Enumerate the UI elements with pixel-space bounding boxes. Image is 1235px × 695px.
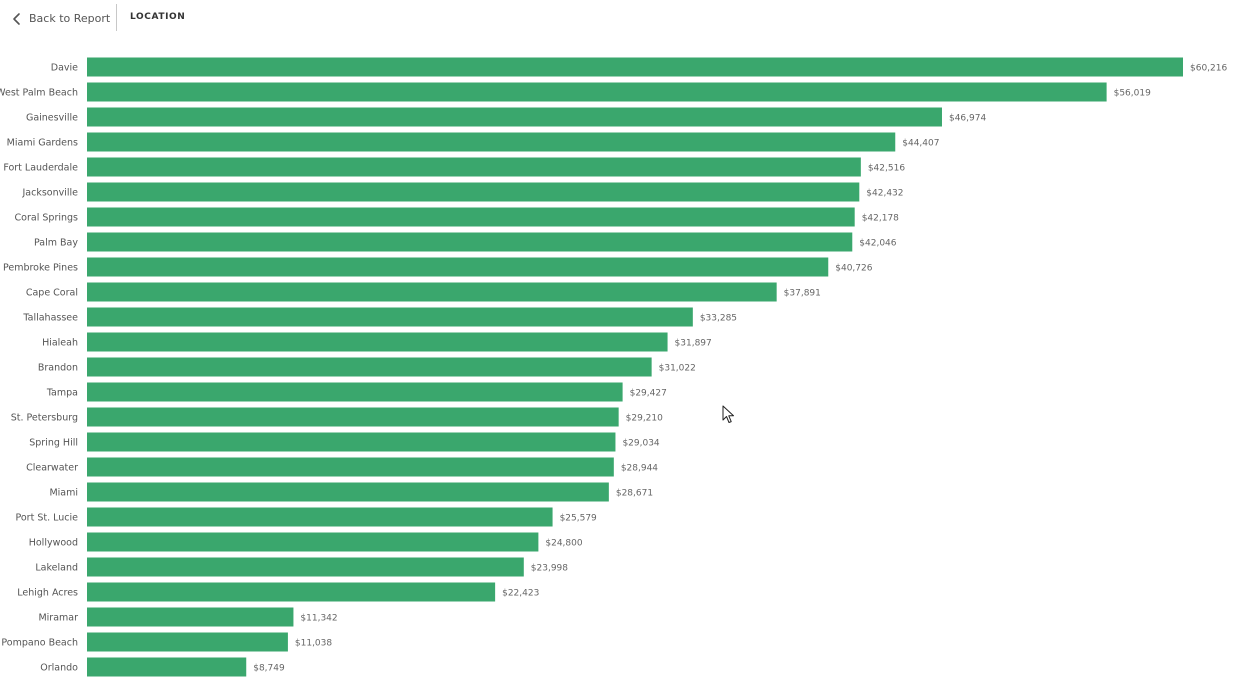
data-label: $11,038 <box>295 639 332 649</box>
back-to-report-button[interactable]: Back to Report <box>10 6 110 30</box>
data-label: $42,516 <box>868 164 905 174</box>
data-label: $29,427 <box>630 389 667 399</box>
bar[interactable] <box>87 607 294 627</box>
data-label: $8,749 <box>253 664 285 674</box>
data-label: $42,432 <box>866 189 903 199</box>
category-label: Palm Bay <box>34 238 78 249</box>
category-label: Tallahassee <box>22 313 78 324</box>
category-label: Spring Hill <box>29 438 78 449</box>
bar[interactable] <box>87 382 623 402</box>
data-label: $28,671 <box>616 489 653 499</box>
bar[interactable] <box>87 507 553 527</box>
bar[interactable] <box>87 482 609 502</box>
category-label: Hollywood <box>29 538 78 549</box>
category-label: Port St. Lucie <box>15 513 78 524</box>
header-divider <box>116 4 117 31</box>
bar[interactable] <box>87 557 524 577</box>
bar[interactable] <box>87 357 652 377</box>
data-label: $29,210 <box>626 414 663 424</box>
data-label: $40,726 <box>835 264 872 274</box>
data-label: $11,342 <box>300 614 337 624</box>
bar[interactable] <box>87 257 829 277</box>
bar[interactable] <box>87 207 855 227</box>
bar[interactable] <box>87 182 860 202</box>
page-title: LOCATION <box>130 12 186 22</box>
bar[interactable] <box>87 632 288 652</box>
category-label: Gainesville <box>26 113 78 124</box>
data-label: $22,423 <box>502 589 539 599</box>
bar[interactable] <box>87 132 896 152</box>
bar[interactable] <box>87 232 853 252</box>
category-label: Pompano Beach <box>1 638 78 649</box>
category-label: Miramar <box>38 613 78 624</box>
mouse-cursor-icon <box>722 405 736 425</box>
data-label: $42,178 <box>862 214 899 224</box>
data-label: $23,998 <box>531 564 568 574</box>
data-label: $25,579 <box>560 514 597 524</box>
bar[interactable] <box>87 282 777 302</box>
category-label: Orlando <box>40 663 78 674</box>
bar[interactable] <box>87 532 539 552</box>
bar[interactable] <box>87 582 496 602</box>
category-label: Lakeland <box>35 563 78 574</box>
bar[interactable] <box>87 657 247 677</box>
category-label: Jacksonville <box>21 188 78 199</box>
back-label: Back to Report <box>29 11 111 25</box>
top-bar: Back to Report LOCATION <box>0 0 1235 36</box>
bar[interactable] <box>87 307 693 327</box>
category-label: Davie <box>51 63 78 74</box>
category-label: Tampa <box>46 388 78 399</box>
category-label: Miami Gardens <box>7 138 78 149</box>
chevron-left-icon <box>10 11 24 25</box>
bar[interactable] <box>87 107 942 127</box>
category-label: Coral Springs <box>15 213 78 224</box>
data-label: $42,046 <box>859 239 896 249</box>
category-label: Miami <box>49 488 78 499</box>
bar[interactable] <box>87 82 1107 102</box>
bar[interactable] <box>87 457 614 477</box>
category-label: Lehigh Acres <box>17 588 78 599</box>
bar[interactable] <box>87 407 619 427</box>
category-label: Fort Lauderdale <box>3 163 78 174</box>
data-label: $44,407 <box>902 139 939 149</box>
bar[interactable] <box>87 57 1183 77</box>
data-label: $29,034 <box>622 439 659 449</box>
category-label: Cape Coral <box>26 288 78 299</box>
data-label: $56,019 <box>1114 89 1151 99</box>
category-label: St. Petersburg <box>11 413 78 424</box>
category-label: West Palm Beach <box>0 88 78 99</box>
data-label: $31,022 <box>659 364 696 374</box>
category-label: Clearwater <box>26 463 78 474</box>
data-label: $31,897 <box>675 339 712 349</box>
data-label: $37,891 <box>784 289 821 299</box>
data-label: $46,974 <box>949 114 986 124</box>
data-label: $60,216 <box>1190 64 1227 74</box>
data-label: $33,285 <box>700 314 737 324</box>
category-label: Hialeah <box>42 338 78 349</box>
category-label: Pembroke Pines <box>3 263 78 274</box>
bar[interactable] <box>87 432 616 452</box>
bar[interactable] <box>87 157 861 177</box>
category-label: Brandon <box>38 363 78 374</box>
data-label: $24,800 <box>545 539 582 549</box>
data-label: $28,944 <box>621 464 658 474</box>
bar[interactable] <box>87 332 668 352</box>
